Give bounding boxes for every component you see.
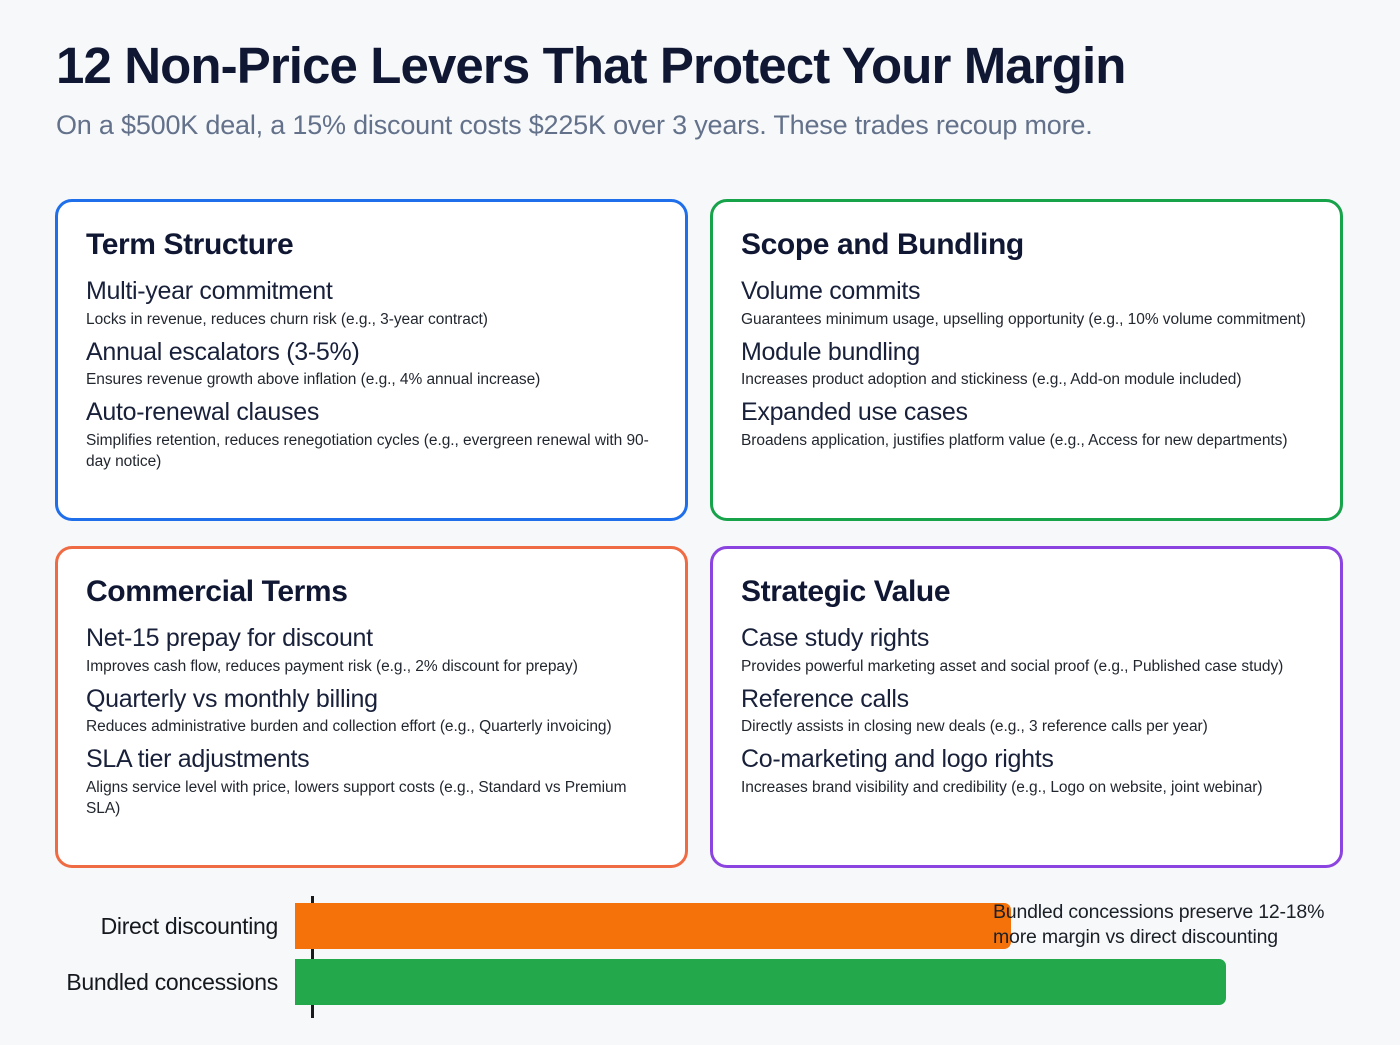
lever-name: Quarterly vs monthly billing xyxy=(86,684,378,713)
lever-description: Increases brand visibility and credibili… xyxy=(741,778,1263,796)
lever-description: Locks in revenue, reduces churn risk (e.… xyxy=(86,310,488,328)
bar-label: Bundled concessions xyxy=(66,968,278,995)
card-term-structure: Term Structure Multi-year commitment Loc… xyxy=(55,199,688,521)
card-title: Term Structure xyxy=(86,228,294,261)
lever-name: Co-marketing and logo rights xyxy=(741,745,1054,774)
lever-item: Volume commits Guarantees minimum usage,… xyxy=(741,276,1312,330)
lever-item: Module bundling Increases product adopti… xyxy=(741,337,1312,391)
lever-name: SLA tier adjustments xyxy=(86,745,310,774)
bar-track xyxy=(295,903,1400,949)
lever-description: Improves cash flow, reduces payment risk… xyxy=(86,657,578,675)
lever-description: Ensures revenue growth above inflation (… xyxy=(86,371,541,389)
lever-name: Case study rights xyxy=(741,624,930,652)
lever-name: Net-15 prepay for discount xyxy=(86,624,373,652)
lever-description: Reduces administrative burden and collec… xyxy=(86,718,612,736)
lever-name: Auto-renewal clauses xyxy=(86,398,320,427)
lever-item: Reference calls Directly assists in clos… xyxy=(741,684,1312,738)
bar-direct-discounting xyxy=(295,903,1012,949)
page-title: 12 Non-Price Levers That Protect Your Ma… xyxy=(56,37,1126,94)
lever-item: Multi-year commitment Locks in revenue, … xyxy=(86,276,657,330)
lever-name: Expanded use cases xyxy=(741,398,968,427)
bar-row: Bundled concessions xyxy=(0,959,1400,1005)
lever-name: Multi-year commitment xyxy=(86,277,333,305)
lever-item: Net-15 prepay for discount Improves cash… xyxy=(86,623,657,677)
lever-item: Case study rights Provides powerful mark… xyxy=(741,623,1312,677)
lever-item: Expanded use cases Broadens application,… xyxy=(741,397,1312,451)
lever-description: Increases product adoption and stickines… xyxy=(741,371,1242,389)
card-strategic-value: Strategic Value Case study rights Provid… xyxy=(710,546,1343,868)
card-commercial-terms: Commercial Terms Net-15 prepay for disco… xyxy=(55,546,688,868)
margin-comparison-bar-chart: Direct discounting Bundled concessions B… xyxy=(0,884,1400,1034)
lever-description: Guarantees minimum usage, upselling oppo… xyxy=(741,310,1306,328)
header: 12 Non-Price Levers That Protect Your Ma… xyxy=(0,0,1400,141)
lever-name: Volume commits xyxy=(741,277,921,305)
lever-item: Auto-renewal clauses Simplifies retentio… xyxy=(86,397,657,472)
chart-y-axis-line xyxy=(311,896,314,1018)
lever-description: Simplifies retention, reduces renegotiat… xyxy=(86,431,649,470)
lever-item: Annual escalators (3-5%) Ensures revenue… xyxy=(86,337,657,391)
lever-item: Co-marketing and logo rights Increases b… xyxy=(741,744,1312,798)
card-scope-and-bundling: Scope and Bundling Volume commits Guaran… xyxy=(710,199,1343,521)
bar-label: Direct discounting xyxy=(100,912,279,939)
lever-name: Module bundling xyxy=(741,337,920,366)
lever-cards-grid: Term Structure Multi-year commitment Loc… xyxy=(55,199,1343,868)
lever-description: Provides powerful marketing asset and so… xyxy=(741,657,1284,675)
card-title: Commercial Terms xyxy=(86,575,348,608)
page-subtitle: On a $500K deal, a 15% discount costs $2… xyxy=(56,110,1093,141)
lever-name: Annual escalators (3-5%) xyxy=(86,337,360,366)
lever-item: SLA tier adjustments Aligns service leve… xyxy=(86,744,657,819)
bar-row: Direct discounting xyxy=(0,903,1400,949)
lever-item: Quarterly vs monthly billing Reduces adm… xyxy=(86,684,657,738)
lever-description: Aligns service level with price, lowers … xyxy=(86,778,627,817)
lever-description: Directly assists in closing new deals (e… xyxy=(741,718,1208,736)
bar-track xyxy=(295,959,1400,1005)
lever-name: Reference calls xyxy=(741,684,909,713)
bar-bundled-concessions xyxy=(295,959,1227,1005)
chart-annotation: Bundled concessions preserve 12-18% more… xyxy=(993,901,1325,948)
lever-description: Broadens application, justifies platform… xyxy=(741,431,1288,449)
card-title: Strategic Value xyxy=(741,575,951,608)
card-title: Scope and Bundling xyxy=(741,228,1024,261)
